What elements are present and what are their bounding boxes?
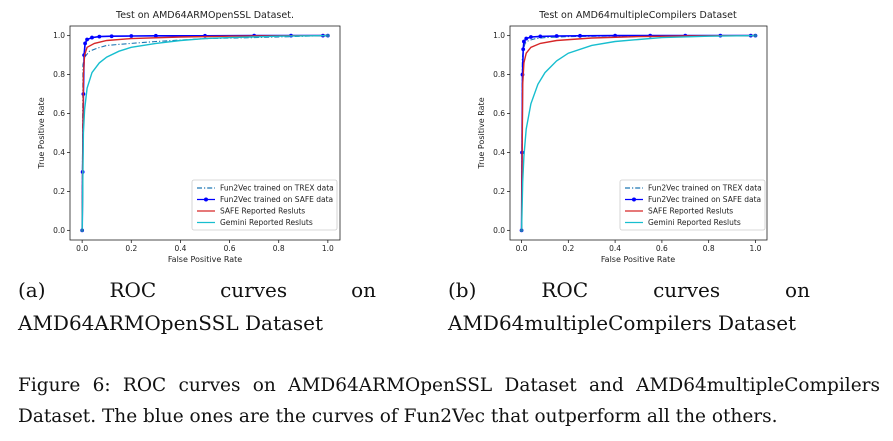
plot-frame [509, 25, 768, 241]
subcaption-b-word2: curves [653, 278, 721, 302]
series-point [326, 34, 330, 38]
series-point [529, 35, 533, 39]
x-tick-label: 0.8 [273, 244, 285, 253]
subcaption-a-word2: curves [220, 278, 288, 302]
subcaption-a-word3: on [351, 278, 376, 302]
legend-entry: Fun2Vec trained on SAFE data [220, 195, 333, 204]
y-tick-label: 0.4 [53, 148, 65, 157]
y-tick-label: 0.0 [493, 226, 505, 235]
y-tick-label: 0.0 [53, 226, 65, 235]
series-line-4 [520, 34, 756, 231]
y-tick-label: 0.8 [53, 70, 65, 79]
series-point [521, 47, 526, 52]
series-point [129, 34, 134, 38]
series-point [97, 34, 102, 39]
x-tick-label: 0.2 [125, 244, 137, 253]
x-tick-label: 0.8 [703, 244, 715, 253]
subcaption-a: (a) ROC curves on AMD64ARMOpenSSL Datase… [18, 274, 376, 340]
legend-marker [204, 197, 208, 202]
series-point [90, 35, 94, 40]
subcaption-b-label: (b) [448, 278, 477, 302]
series-point [578, 33, 582, 38]
chart-title: Test on AMD64multipleCompilers Dataset [538, 10, 737, 21]
y-axis-label: True Positive Rate [477, 97, 486, 169]
x-axis-label: False Positive Rate [601, 255, 675, 264]
roc-chart-a: Test on AMD64ARMOpenSSL Dataset. 0.0 0.2 0.… [0, 0, 440, 268]
series-point [538, 34, 543, 39]
subcaption-b: (b) ROC curves on AMD64multipleCompilers… [448, 274, 810, 340]
y-tick-label: 0.4 [493, 148, 505, 157]
legend-entry: Fun2Vec trained on TREX data [648, 184, 762, 193]
subcaption-b-line1: (b) ROC curves on [448, 274, 810, 307]
series-line-4 [81, 34, 328, 231]
roc-chart-b-svg: Test on AMD64multipleCompilers Dataset 0.… [477, 10, 768, 264]
y-axis-label: True Positive Rate [37, 97, 46, 169]
subcaption-b-word1: ROC [541, 278, 589, 302]
legend-box [191, 179, 338, 231]
x-tick-label: 0.0 [516, 244, 528, 253]
y-tick-label: 0.6 [53, 109, 65, 118]
legend-entry: Gemini Reported Resluts [220, 218, 313, 227]
series-line-3 [81, 34, 328, 231]
series-point [753, 34, 758, 38]
subcaption-b-line2: AMD64multipleCompilers Dataset [448, 311, 797, 335]
x-tick-label: 0.4 [174, 244, 186, 253]
series-point [554, 34, 559, 38]
legend-entry: Gemini Reported Resluts [648, 218, 741, 227]
legend-entry: SAFE Reported Resluts [648, 207, 733, 216]
plot-frame [69, 25, 341, 241]
series-line-1 [81, 35, 328, 231]
subcaption-a-word1: ROC [109, 278, 157, 302]
y-tick-label: 0.2 [493, 187, 505, 196]
series-point [80, 228, 84, 232]
y-tick-label: 1.0 [53, 31, 65, 40]
legend-box [619, 179, 766, 231]
series-point [85, 37, 89, 42]
subcaption-a-label: (a) [18, 278, 46, 302]
chart-title: Test on AMD64ARMOpenSSL Dataset. [115, 10, 294, 21]
x-tick-label: 0.4 [609, 244, 621, 253]
series-point [109, 34, 114, 39]
series-point [83, 41, 87, 46]
subcaption-b-word3: on [785, 278, 810, 302]
y-tick-label: 1.0 [493, 31, 505, 40]
series-point [153, 33, 158, 38]
roc-chart-a-svg: Test on AMD64ARMOpenSSL Dataset. 0.0 0.2 0.… [37, 10, 341, 264]
series-point [524, 36, 529, 41]
subcaption-a-line2: AMD64ARMOpenSSL Dataset [18, 311, 324, 335]
x-axis-label: False Positive Rate [168, 255, 242, 264]
legend-entry: Fun2Vec trained on SAFE data [648, 195, 761, 204]
legend-entry: SAFE Reported Resluts [220, 207, 305, 216]
subcaption-a-line1: (a) ROC curves on [18, 274, 376, 307]
y-tick-label: 0.8 [493, 70, 505, 79]
x-tick-label: 1.0 [749, 244, 761, 253]
series-point [519, 228, 524, 232]
x-tick-label: 1.0 [322, 244, 334, 253]
roc-chart-b: Test on AMD64multipleCompilers Dataset 0.… [440, 0, 880, 268]
series-point [522, 39, 526, 44]
legend-marker [632, 197, 636, 202]
x-tick-label: 0.2 [562, 244, 574, 253]
figure-caption: Figure 6: ROC curves on AMD64ARMOpenSSL … [18, 375, 880, 427]
x-tick-label: 0.6 [224, 244, 236, 253]
legend-entry: Fun2Vec trained on TREX data [220, 184, 334, 193]
x-tick-label: 0.0 [76, 244, 88, 253]
series-line-3 [520, 34, 756, 231]
x-tick-label: 0.6 [656, 244, 668, 253]
y-tick-label: 0.2 [53, 187, 65, 196]
y-tick-label: 0.6 [493, 109, 505, 118]
